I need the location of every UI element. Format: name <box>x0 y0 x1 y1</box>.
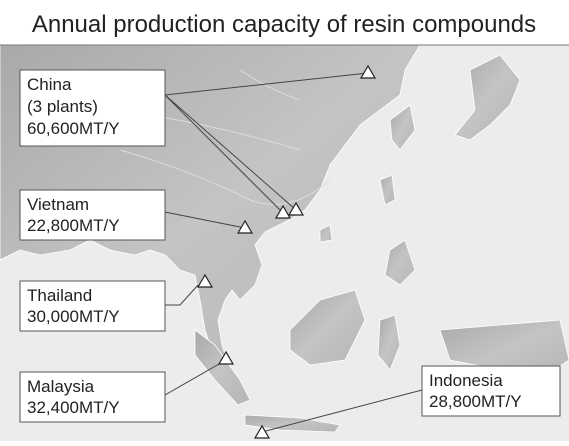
label-vietnam: Vietnam 22,800MT/Y <box>20 190 165 240</box>
site-capacity: 60,600MT/Y <box>27 119 120 138</box>
label-thailand: Thailand 30,000MT/Y <box>20 281 165 331</box>
site-name: Thailand <box>27 286 92 305</box>
map-figure: Annual production capacity of resin comp… <box>0 0 569 441</box>
title: Annual production capacity of resin comp… <box>32 11 536 38</box>
site-capacity: 28,800MT/Y <box>429 392 522 411</box>
label-china: China (3 plants) 60,600MT/Y <box>20 70 165 146</box>
site-note: (3 plants) <box>27 97 98 116</box>
site-capacity: 30,000MT/Y <box>27 307 120 326</box>
site-capacity: 32,400MT/Y <box>27 398 120 417</box>
site-name: Vietnam <box>27 195 89 214</box>
site-name: Indonesia <box>429 371 503 390</box>
label-malaysia: Malaysia 32,400MT/Y <box>20 372 165 422</box>
site-name: Malaysia <box>27 377 95 396</box>
label-indonesia: Indonesia 28,800MT/Y <box>422 366 560 416</box>
site-capacity: 22,800MT/Y <box>27 216 120 235</box>
site-name: China <box>27 75 72 94</box>
